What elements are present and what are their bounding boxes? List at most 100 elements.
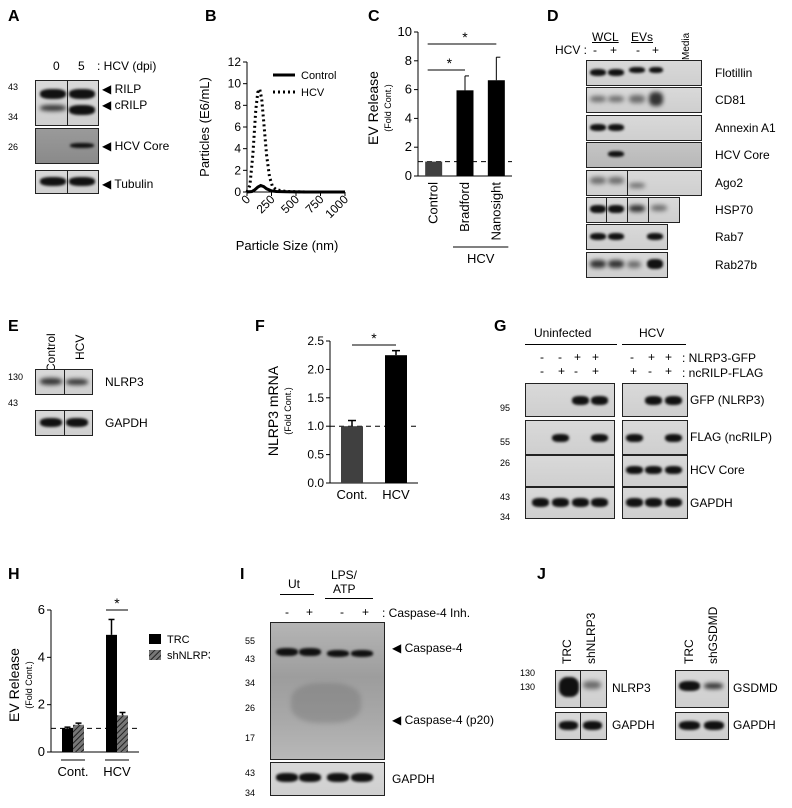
lane-label: HCV — [73, 334, 87, 360]
panel-letter-f: F — [255, 318, 265, 335]
x-tick-label: HCV — [103, 764, 131, 779]
group-underline — [525, 344, 617, 345]
group-underline — [280, 594, 314, 595]
y-tick-label: 2 — [234, 163, 241, 177]
blot-nlrp3 — [35, 369, 93, 395]
mw-marker: 43 — [500, 492, 511, 502]
legend-swatch — [149, 650, 161, 660]
bar — [117, 715, 128, 752]
significance-star: * — [371, 330, 377, 346]
band-label-text: cRILP — [114, 98, 148, 112]
x-tick-label: Control — [426, 182, 441, 224]
mw-marker: 34 — [8, 112, 19, 122]
bar — [341, 426, 363, 483]
y-axis-subtitle: (Fold Cont.) — [24, 661, 34, 709]
band-label: FLAG (ncRILP) — [690, 430, 773, 444]
group-label: HCV — [639, 326, 665, 340]
blot-nlrp3 — [555, 670, 607, 708]
sign: - — [540, 350, 544, 364]
group-underline — [325, 598, 373, 599]
blot-gfp-hcv — [622, 383, 688, 417]
blot-hcv-core — [586, 142, 702, 168]
y-tick-label: 0.0 — [307, 476, 324, 490]
panel-letter-h: H — [8, 566, 20, 583]
sign: - — [636, 43, 640, 57]
blot-caspase4 — [270, 622, 385, 760]
group-label: HCV — [467, 251, 495, 266]
sign: - — [540, 364, 544, 378]
band-label: ◀ RILP — [102, 82, 142, 96]
sign: + — [610, 43, 618, 57]
chart-c: 0 2 4 6 8 10 Control Bradford Nanosight * * HCV EV R… — [365, 24, 512, 266]
band-label: Rab7 — [715, 230, 744, 244]
bar — [73, 724, 84, 752]
y-tick-label: 6 — [405, 82, 412, 97]
band-label: NLRP3 — [105, 375, 144, 389]
group-label: WCL — [592, 30, 619, 44]
band-label: ◀ HCV Core — [102, 139, 170, 153]
lanes-caption: : HCV (dpi) — [97, 59, 157, 73]
legend-label: HCV — [301, 87, 325, 99]
lane-label: TRC — [560, 639, 574, 664]
sign: + — [574, 350, 582, 364]
chart-h: 0 2 4 6 Cont. HCV * TRC shNLRP3 EV Release (Fold C… — [6, 595, 210, 779]
y-axis-title: NLRP3 mRNA — [265, 365, 281, 456]
sign: + — [592, 364, 600, 378]
sign: + — [362, 605, 370, 619]
blot-gapdh — [35, 410, 93, 436]
lane-label: shGSDMD — [706, 606, 720, 664]
sign: + — [665, 350, 673, 364]
blot-core-hcv — [622, 455, 688, 487]
band-label: GFP (NLRP3) — [690, 393, 765, 407]
blot-tubulin — [35, 170, 99, 194]
significance-star: * — [114, 595, 120, 611]
band-label: Rab27b — [715, 258, 758, 272]
blot-gapdh — [270, 762, 385, 796]
mw-marker: 34 — [245, 678, 256, 688]
x-tick-label: 0 — [238, 192, 253, 207]
blot-gapdh-uninfected — [525, 487, 615, 519]
lane-label: TRC — [682, 639, 696, 664]
y-tick-label: 6 — [38, 602, 45, 617]
sign: + — [630, 364, 638, 378]
y-tick-label: 2.5 — [307, 334, 324, 348]
mw-marker: 130 — [8, 372, 24, 382]
sign: - — [574, 364, 578, 378]
y-axis-title: Particles (E6/mL) — [197, 77, 212, 177]
band-label-text: Tubulin — [114, 177, 154, 191]
panel-letter-c: C — [368, 8, 380, 25]
band-label: ◀ Caspase-4 — [392, 641, 463, 655]
band-label: ◀ Tubulin — [102, 177, 154, 191]
bar — [487, 80, 505, 176]
band-label: HSP70 — [715, 203, 754, 217]
sign: - — [285, 605, 289, 619]
mw-marker: 43 — [8, 82, 19, 92]
lane-label: 5 — [78, 59, 85, 73]
y-tick-label: 0 — [38, 744, 45, 759]
y-tick-label: 12 — [228, 55, 242, 69]
group-label: ATP — [333, 582, 356, 596]
mw-marker: 26 — [245, 703, 256, 713]
legend-label: shNLRP3 — [167, 650, 210, 662]
mw-marker: 130 — [520, 668, 536, 678]
y-tick-label: 4 — [234, 142, 241, 156]
lane-label: 0 — [53, 59, 60, 73]
sign: - — [340, 605, 344, 619]
bar — [456, 90, 474, 176]
y-tick-label: 10 — [398, 24, 412, 39]
panel-letter-a: A — [8, 8, 20, 25]
band-label: GAPDH — [733, 718, 776, 732]
sign: - — [558, 350, 562, 364]
legend-label: Control — [301, 70, 336, 82]
group-underline — [622, 344, 686, 345]
panel-letter-j: J — [537, 566, 546, 583]
mw-marker: 43 — [245, 654, 256, 664]
inh-label: : Caspase-4 Inh. — [382, 606, 471, 620]
band-label: GAPDH — [105, 416, 148, 430]
blot-flag-hcv — [622, 420, 688, 455]
blot-rilp — [35, 80, 99, 126]
blot-rab27b — [586, 252, 668, 278]
x-tick-label: Cont. — [336, 487, 367, 502]
sign: + — [558, 364, 566, 378]
